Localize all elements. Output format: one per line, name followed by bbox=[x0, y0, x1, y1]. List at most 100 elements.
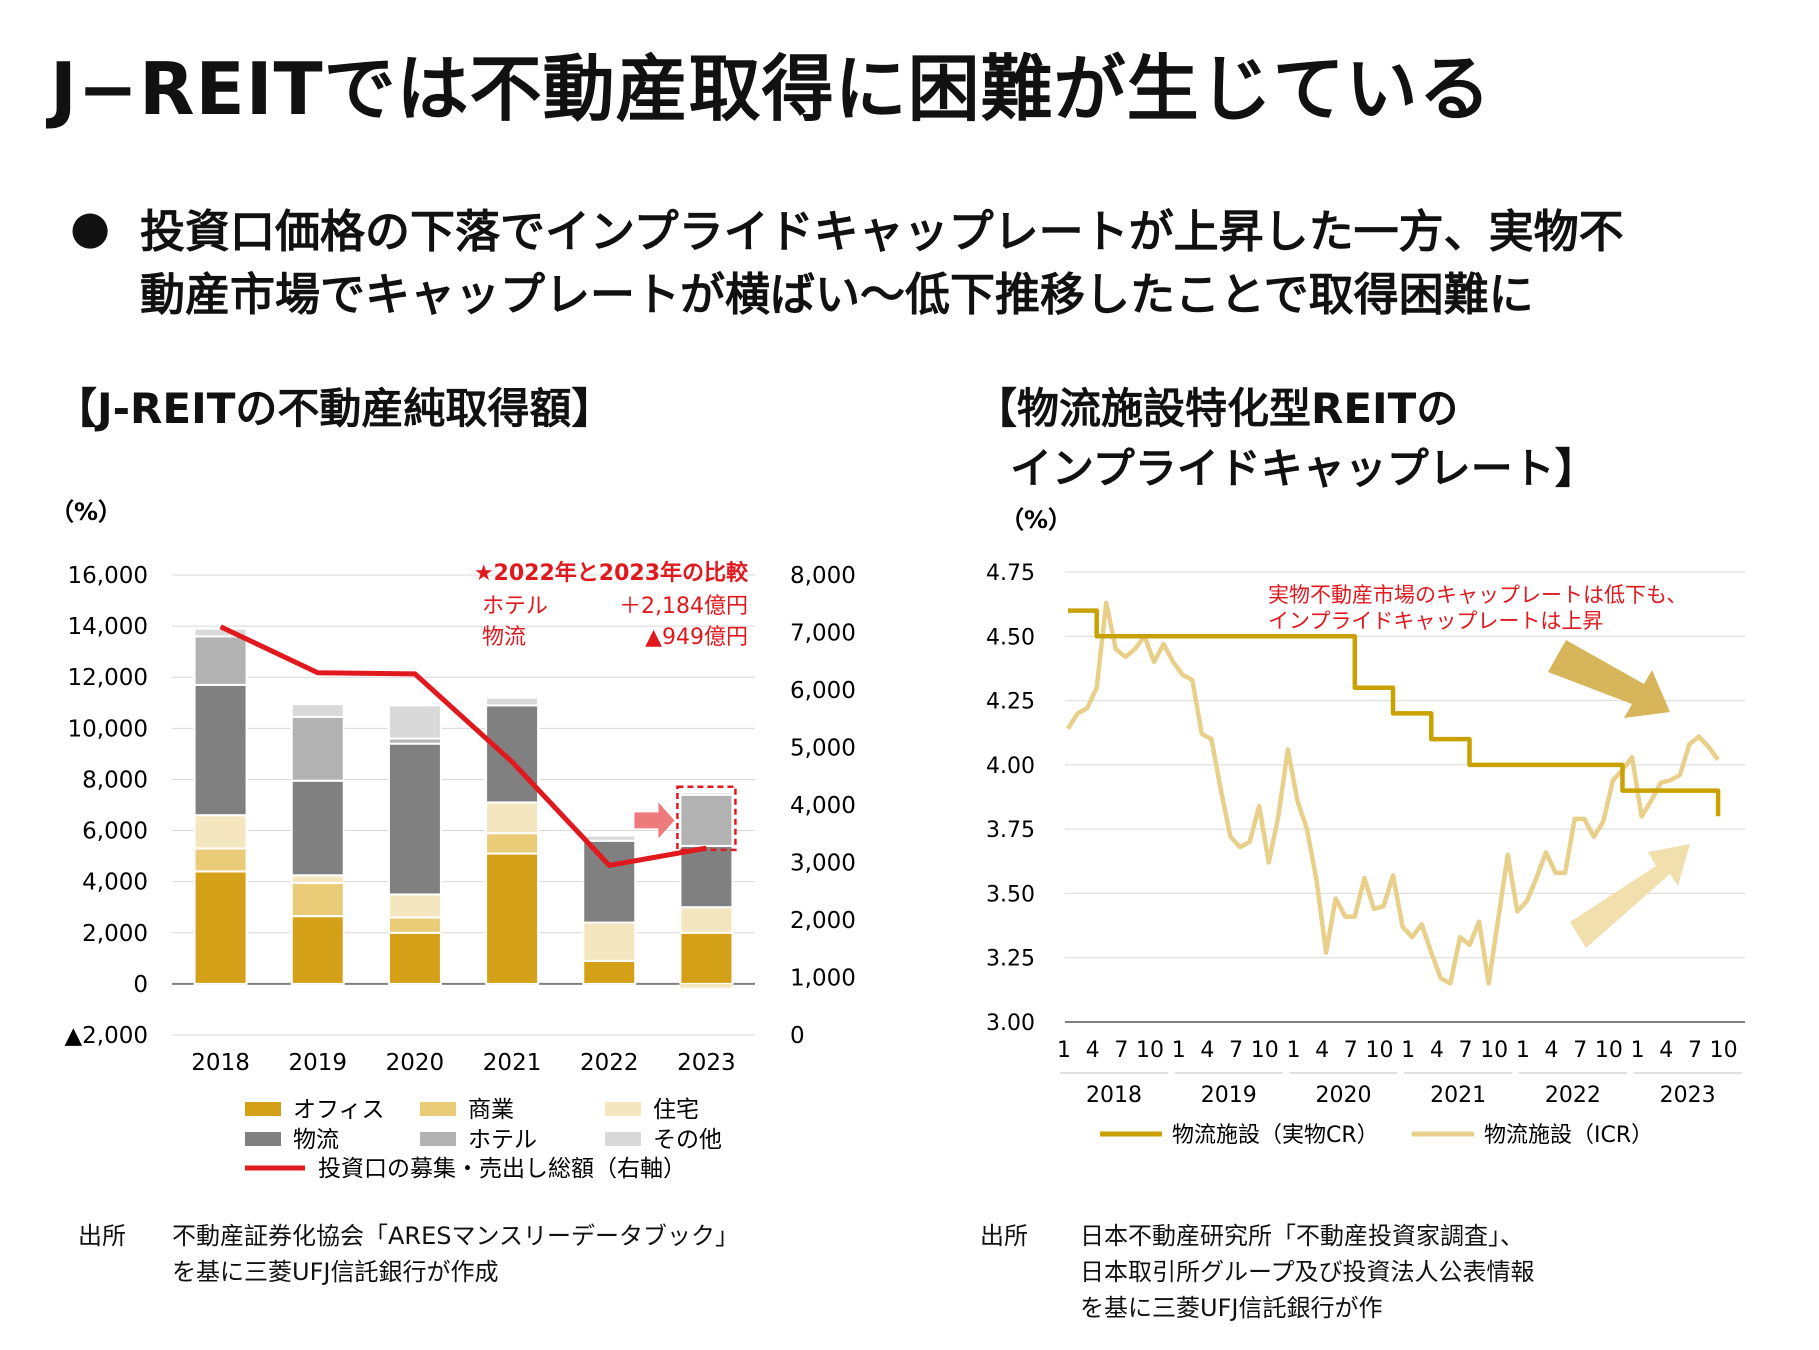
x-tick-label: 2018 bbox=[191, 1050, 250, 1076]
right-source-line-1: 日本不動産研究所「不動産投資家調査」、 bbox=[1080, 1222, 1524, 1250]
bar-segment bbox=[193, 847, 248, 873]
down-trend-arrow-icon bbox=[1548, 640, 1670, 718]
x-month-tick: 1 bbox=[1401, 1038, 1415, 1063]
y-axis-unit: （%） bbox=[1000, 506, 1072, 534]
x-month-tick: 4 bbox=[1315, 1038, 1329, 1063]
legend-swatch bbox=[605, 1132, 641, 1146]
x-month-tick: 4 bbox=[1659, 1038, 1673, 1063]
right-source-label: 出所 bbox=[980, 1222, 1028, 1250]
legend-swatch bbox=[245, 1132, 281, 1146]
annotation-row-label: ホテル bbox=[482, 594, 548, 619]
x-month-tick: 1 bbox=[1286, 1038, 1300, 1063]
x-month-tick: 10 bbox=[1480, 1038, 1508, 1063]
legend-label: 物流施設（実物CR） bbox=[1172, 1123, 1379, 1148]
y2-tick-label: 4,000 bbox=[790, 793, 856, 819]
x-year-label: 2021 bbox=[1430, 1083, 1486, 1108]
x-month-tick: 10 bbox=[1136, 1038, 1164, 1063]
y-tick-label: 4.50 bbox=[986, 625, 1035, 650]
x-month-tick: 7 bbox=[1688, 1038, 1702, 1063]
y-tick-label: 6,000 bbox=[82, 819, 148, 845]
y-tick-label: 14,000 bbox=[68, 614, 148, 640]
bar-segment bbox=[290, 915, 345, 985]
right-source-line-2: 日本取引所グループ及び投資法人公表情報 bbox=[1080, 1258, 1535, 1286]
y2-tick-label: 8,000 bbox=[790, 563, 856, 589]
right-chart-heading-line-2: インプライドキャップレート】 bbox=[1010, 444, 1597, 493]
x-year-label: 2022 bbox=[1545, 1083, 1601, 1108]
x-month-tick: 7 bbox=[1344, 1038, 1358, 1063]
y-tick-label: 4.75 bbox=[986, 561, 1035, 586]
legend-label: 物流施設（ICR） bbox=[1484, 1123, 1653, 1148]
left-source-line-2: を基に三菱UFJ信託銀行が作成 bbox=[172, 1258, 499, 1286]
annotation-row-value: ▲949億円 bbox=[645, 625, 748, 650]
x-year-label: 2019 bbox=[1201, 1083, 1257, 1108]
bar-segment bbox=[387, 893, 442, 919]
legend-label: 住宅 bbox=[653, 1097, 699, 1123]
y2-tick-label: 1,000 bbox=[790, 966, 856, 992]
left-stacked-bar-chart: （%） ▲2,000 0 2,000 4,000 6,000 8,000 10,000 12,0… bbox=[50, 498, 856, 1182]
bar-segment bbox=[485, 801, 540, 835]
bar-segment bbox=[582, 921, 637, 962]
bar-segment-negative bbox=[680, 983, 733, 988]
y-tick-label: 8,000 bbox=[82, 767, 148, 793]
bar-segment bbox=[387, 931, 442, 985]
bar-segment bbox=[290, 715, 345, 782]
legend-label: 投資口の募集・売出し総額（右軸） bbox=[318, 1156, 686, 1182]
left-chart-heading: 【J-REITの不動産純取得額】 bbox=[55, 384, 614, 433]
legend-label: その他 bbox=[653, 1127, 722, 1153]
y2-tick-label: 3,000 bbox=[790, 851, 856, 877]
bar-segment bbox=[387, 742, 442, 896]
y-tick-label: 3.00 bbox=[986, 1011, 1035, 1036]
annotation-title: ★2022年と2023年の比較 bbox=[474, 560, 749, 586]
bar-segment bbox=[582, 834, 637, 842]
bar-segment bbox=[193, 683, 248, 817]
bar-segment bbox=[679, 931, 734, 985]
x-month-tick: 10 bbox=[1365, 1038, 1393, 1063]
bar-segment bbox=[485, 852, 540, 985]
x-month-tick: 1 bbox=[1516, 1038, 1530, 1063]
bullet-text-line-2: 動産市場でキャップレートが横ばい～低下推移したことで取得困難に bbox=[140, 268, 1534, 321]
legend-label: ホテル bbox=[468, 1127, 537, 1153]
y2-tick-label: 5,000 bbox=[790, 736, 856, 762]
up-trend-arrow-icon bbox=[1570, 844, 1690, 948]
y2-tick-label: 2,000 bbox=[790, 908, 856, 934]
y-tick-label: 16,000 bbox=[68, 563, 148, 589]
bar-segment bbox=[193, 870, 248, 985]
bar-segment bbox=[679, 793, 734, 847]
left-source-line-1: 不動産証券化協会「ARESマンスリーデータブック」 bbox=[172, 1222, 740, 1250]
x-month-tick: 1 bbox=[1631, 1038, 1645, 1063]
bullet-text-line-1: 投資口価格の下落でインプライドキャップレートが上昇した一方、実物不 bbox=[140, 205, 1624, 258]
y-tick-label: 0 bbox=[133, 972, 148, 998]
right-line-chart: （%）3.003.253.503.754.004.254.504.751 4 7 10… bbox=[986, 506, 1745, 1148]
bar-segment bbox=[193, 635, 248, 686]
page-title: J−REITでは不動産取得に困難が生じている bbox=[50, 47, 1492, 131]
actual-cap-rate-line bbox=[1068, 608, 1721, 817]
legend-label: 物流 bbox=[293, 1127, 339, 1153]
x-month-tick: 7 bbox=[1573, 1038, 1587, 1063]
legend-swatch bbox=[420, 1132, 456, 1146]
y-tick-label: 3.25 bbox=[986, 947, 1035, 972]
legend-label: オフィス bbox=[293, 1097, 385, 1123]
bar-segment bbox=[387, 916, 442, 934]
y-tick-label: 4.25 bbox=[986, 690, 1035, 715]
bar-segment bbox=[582, 959, 637, 985]
x-month-tick: 1 bbox=[1172, 1038, 1186, 1063]
x-month-tick: 7 bbox=[1459, 1038, 1473, 1063]
x-month-tick: 1 bbox=[1057, 1038, 1071, 1063]
y-tick-label: ▲2,000 bbox=[64, 1023, 148, 1049]
y-axis-unit: （%） bbox=[50, 498, 122, 526]
x-month-tick: 10 bbox=[1710, 1038, 1738, 1063]
right-chart-heading-line-1: 【物流施設特化型REITの bbox=[975, 384, 1459, 433]
x-year-label: 2023 bbox=[1660, 1083, 1716, 1108]
bar-segment bbox=[290, 881, 345, 918]
x-month-tick: 10 bbox=[1251, 1038, 1279, 1063]
offering-amount-line bbox=[219, 624, 707, 868]
y2-tick-label: 0 bbox=[790, 1023, 805, 1049]
x-month-tick: 10 bbox=[1595, 1038, 1623, 1063]
y2-tick-label: 7,000 bbox=[790, 621, 856, 647]
bar-segment bbox=[679, 791, 734, 796]
bar-segment bbox=[290, 874, 345, 884]
annotation-line-1: 実物不動産市場のキャップレートは低下も、 bbox=[1268, 583, 1687, 607]
x-month-tick: 4 bbox=[1086, 1038, 1100, 1063]
x-month-tick: 7 bbox=[1229, 1038, 1243, 1063]
y-tick-label: 12,000 bbox=[68, 665, 148, 691]
